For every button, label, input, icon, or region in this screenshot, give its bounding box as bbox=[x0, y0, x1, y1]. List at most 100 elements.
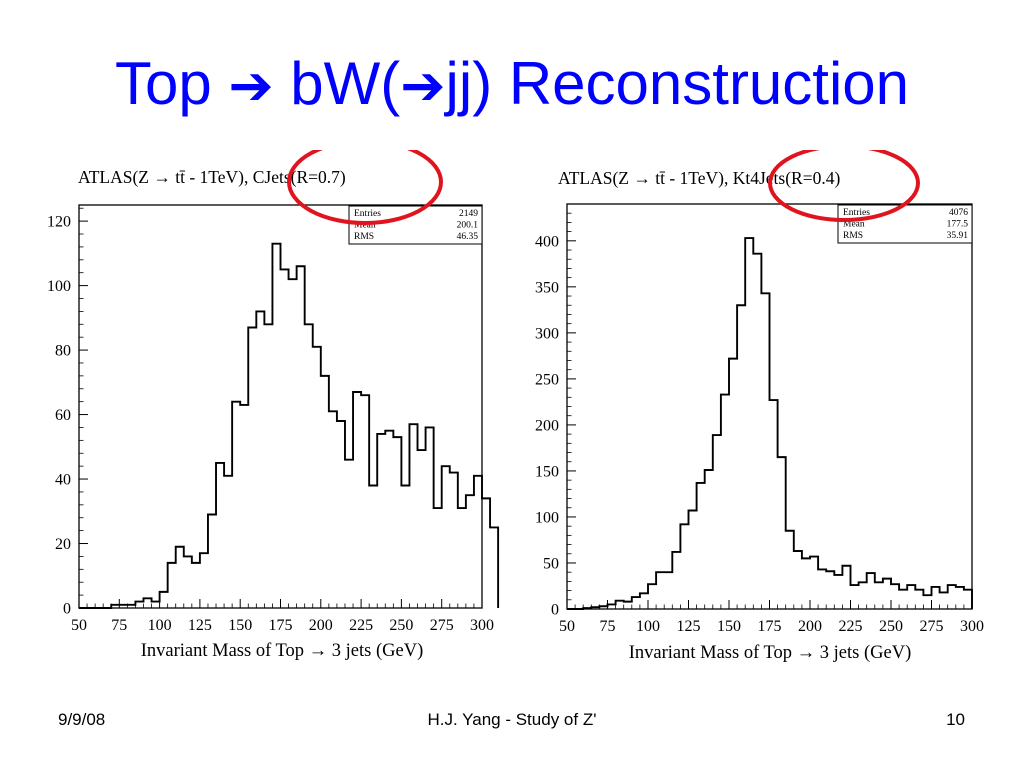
histogram-bin bbox=[240, 405, 248, 608]
histogram-bin bbox=[826, 571, 834, 609]
stats-value: 177.5 bbox=[947, 220, 969, 230]
footer-author: H.J. Yang - Study of Z' bbox=[427, 710, 597, 729]
histogram-bin bbox=[466, 495, 474, 608]
histogram-bin bbox=[281, 269, 289, 608]
histogram-bin bbox=[361, 395, 369, 608]
y-tick-label: 100 bbox=[535, 509, 559, 526]
histogram-bin bbox=[842, 566, 850, 609]
x-tick-label: 100 bbox=[636, 618, 660, 635]
histogram-bin bbox=[289, 279, 297, 608]
x-tick-label: 150 bbox=[228, 617, 252, 634]
histogram-bin bbox=[490, 527, 498, 608]
x-tick-label: 175 bbox=[758, 618, 782, 635]
y-tick-label: 40 bbox=[55, 472, 71, 489]
histogram-bin bbox=[956, 587, 964, 609]
histogram-bin bbox=[216, 463, 224, 608]
histogram-bin bbox=[208, 515, 216, 608]
histogram-bin bbox=[599, 606, 607, 609]
x-tick-label: 250 bbox=[879, 618, 903, 635]
histogram-bin bbox=[168, 563, 176, 608]
histogram-bin bbox=[248, 328, 256, 608]
histogram-bin bbox=[761, 293, 769, 609]
histogram-bin bbox=[152, 602, 160, 608]
histogram-bin bbox=[883, 579, 891, 609]
histogram-bin bbox=[867, 573, 875, 609]
histogram-bin bbox=[192, 563, 200, 608]
histogram-bin bbox=[672, 552, 680, 609]
histogram-bin bbox=[305, 324, 313, 608]
stats-label: Entries bbox=[843, 208, 870, 218]
x-tick-label: 50 bbox=[559, 618, 575, 635]
histogram-bin bbox=[264, 324, 272, 608]
x-tick-label: 225 bbox=[349, 617, 373, 634]
histogram-bin bbox=[200, 553, 208, 608]
highlight-ellipse bbox=[768, 150, 920, 222]
y-tick-label: 120 bbox=[47, 214, 71, 231]
histogram-bin bbox=[737, 305, 745, 609]
x-tick-label: 200 bbox=[309, 617, 333, 634]
histogram-bin bbox=[474, 476, 482, 608]
histogram-bin bbox=[656, 572, 664, 609]
y-tick-label: 20 bbox=[55, 536, 71, 553]
histogram-bin bbox=[313, 347, 321, 608]
y-tick-label: 400 bbox=[535, 233, 559, 250]
histogram-bin bbox=[786, 531, 794, 609]
histogram-bin bbox=[851, 585, 859, 609]
histogram-bin bbox=[160, 592, 168, 608]
x-tick-label: 175 bbox=[269, 617, 293, 634]
histogram-bin bbox=[664, 572, 672, 609]
histogram-bin bbox=[680, 524, 688, 609]
y-tick-label: 200 bbox=[535, 417, 559, 434]
y-tick-label: 0 bbox=[63, 601, 71, 618]
stats-label: RMS bbox=[354, 232, 374, 242]
slide-title: Top ➔ bW(➔jj) Reconstruction bbox=[0, 42, 1024, 128]
histogram-bin bbox=[119, 605, 127, 608]
histogram-bin bbox=[834, 575, 842, 609]
stats-value: 4076 bbox=[949, 208, 968, 218]
stats-value: 200.1 bbox=[457, 221, 479, 231]
histogram-bin bbox=[932, 587, 940, 609]
histogram-bin bbox=[729, 359, 737, 609]
histogram-bin bbox=[256, 311, 264, 608]
stats-label: Mean bbox=[843, 220, 865, 230]
histogram-bin bbox=[409, 424, 417, 608]
y-tick-label: 350 bbox=[535, 279, 559, 296]
histogram-bin bbox=[948, 585, 956, 609]
x-tick-label: 300 bbox=[960, 618, 984, 635]
stats-value: 46.35 bbox=[457, 232, 479, 242]
stats-value: 2149 bbox=[459, 209, 478, 219]
x-axis-label: Invariant Mass of Top → 3 jets (GeV) bbox=[629, 643, 912, 663]
footer-date: 9/9/08 bbox=[58, 710, 106, 729]
histogram-bin bbox=[135, 602, 143, 608]
histogram-bin bbox=[802, 558, 810, 609]
x-tick-label: 150 bbox=[717, 618, 741, 635]
histogram-bin bbox=[859, 582, 867, 609]
right-arrow-icon: ➔ bbox=[228, 54, 274, 117]
y-tick-label: 0 bbox=[551, 602, 559, 619]
histogram-bin bbox=[721, 395, 729, 609]
footer-page-number: 10 bbox=[946, 710, 965, 729]
histogram-bin bbox=[297, 266, 305, 608]
histogram-bin bbox=[127, 605, 135, 608]
histogram-bin bbox=[778, 457, 786, 609]
histogram-line bbox=[79, 242, 500, 609]
x-tick-label: 300 bbox=[470, 617, 494, 634]
histogram-bin bbox=[337, 421, 345, 608]
histogram-bin bbox=[899, 590, 907, 609]
histogram-bin bbox=[705, 470, 713, 609]
histogram-bin bbox=[353, 392, 361, 608]
histogram-bin bbox=[624, 602, 632, 609]
stats-label: Entries bbox=[354, 209, 381, 219]
x-tick-label: 225 bbox=[839, 618, 863, 635]
x-tick-label: 100 bbox=[148, 617, 172, 634]
title-part-top: Top bbox=[114, 50, 229, 117]
x-tick-label: 125 bbox=[677, 618, 701, 635]
histogram-bin bbox=[608, 604, 616, 609]
right-arrow-icon: ➔ bbox=[400, 54, 446, 117]
histogram-bin bbox=[482, 498, 490, 608]
histogram-bin bbox=[632, 597, 640, 609]
x-tick-label: 125 bbox=[188, 617, 212, 634]
x-tick-label: 200 bbox=[798, 618, 822, 635]
x-tick-label: 275 bbox=[430, 617, 454, 634]
histogram-bin bbox=[450, 473, 458, 608]
